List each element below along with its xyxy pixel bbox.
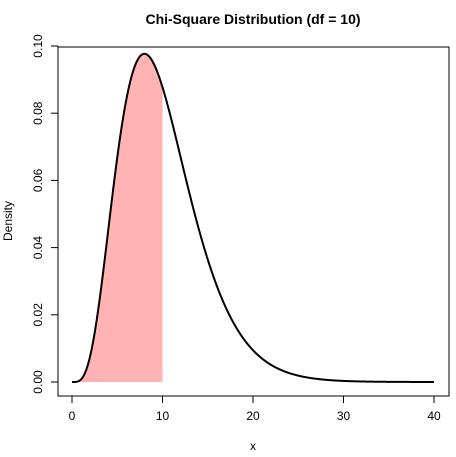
y-tick-label: 0.06 — [31, 168, 45, 192]
density-curve-layer — [72, 52, 434, 383]
shaded-region-layer — [72, 53, 163, 382]
chart-title: Chi-Square Distribution (df = 10) — [145, 11, 360, 27]
y-tick-label: 0.00 — [31, 370, 45, 394]
y-tick-label: 0.02 — [31, 303, 45, 327]
y-axis-label: Density — [1, 201, 15, 241]
x-tick-label: 20 — [246, 409, 260, 423]
y-tick-label: 0.10 — [31, 34, 45, 58]
x-tick-label: 0 — [69, 409, 76, 423]
shaded-area — [72, 53, 163, 382]
y-axis: 0.00 0.02 0.04 0.06 0.08 0.10 — [31, 34, 59, 394]
x-tick-label: 10 — [156, 409, 170, 423]
y-tick-label: 0.04 — [31, 236, 45, 260]
x-tick-label: 30 — [337, 409, 351, 423]
density-curve — [72, 52, 434, 383]
y-tick-label: 0.08 — [31, 101, 45, 125]
x-axis: 0 10 20 30 40 — [69, 395, 441, 423]
x-axis-label: x — [250, 439, 256, 453]
x-tick-label: 40 — [427, 409, 441, 423]
